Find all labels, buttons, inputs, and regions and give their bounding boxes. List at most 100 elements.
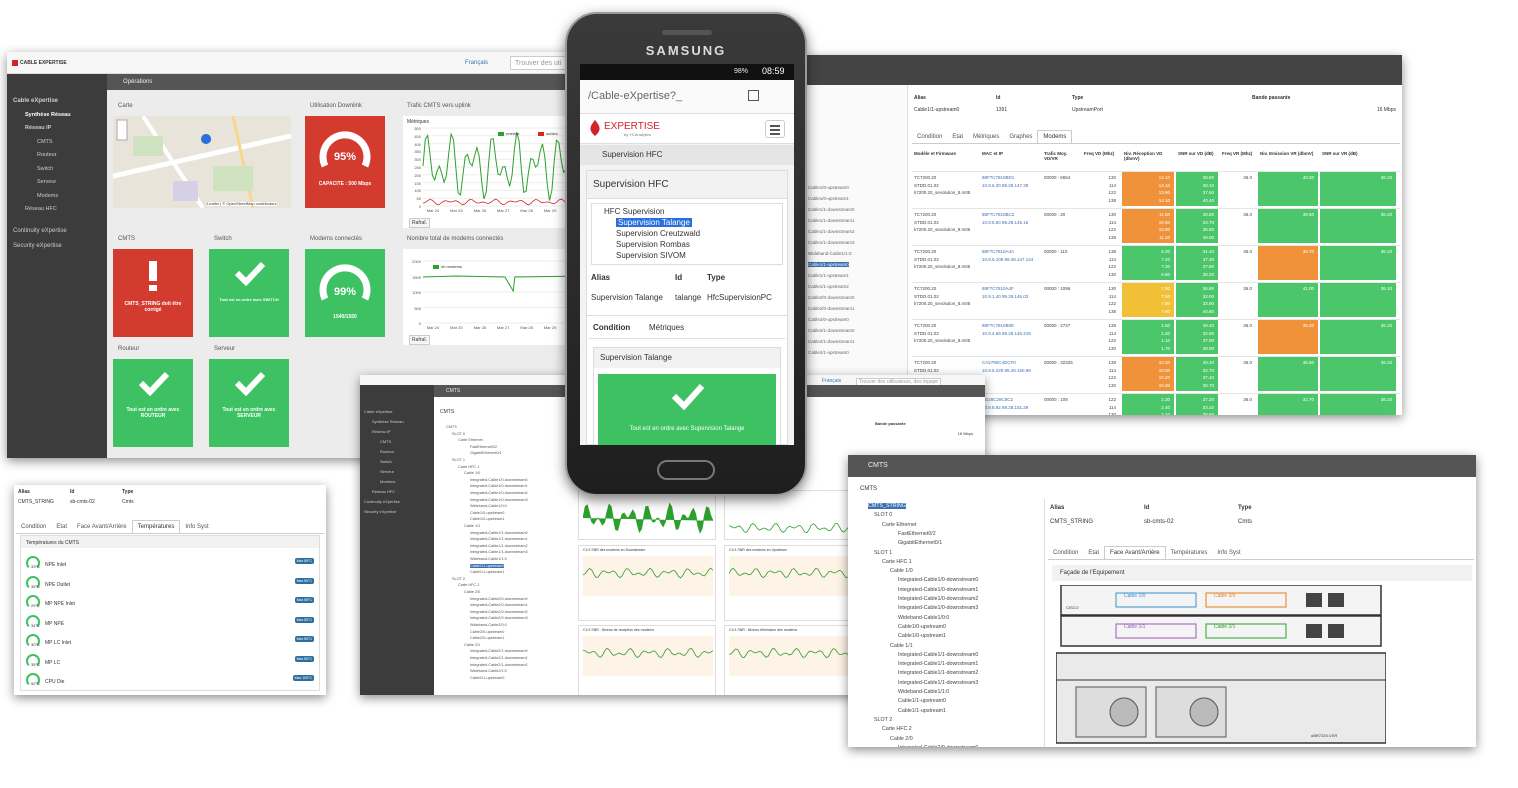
tree-item[interactable]: Cable 1/0 (464, 471, 481, 476)
tree-item[interactable]: Integrated-Cable2/0-downstream0 (898, 745, 978, 747)
tree-item[interactable]: Integrated-Cable1/0-downstream1 (470, 484, 528, 489)
tab[interactable]: Graphes (1009, 134, 1033, 140)
tree-item[interactable]: Wideband-Cable1/0:0 (470, 504, 507, 509)
tree-item[interactable]: FastEthernet0/2 (470, 444, 498, 449)
tab[interactable]: Températures (131, 520, 181, 533)
tree-item[interactable]: Cable1/1-upstream1 (808, 273, 849, 278)
tree-item[interactable]: SLOT 2 (452, 576, 466, 581)
tree-item[interactable]: Cable1/1-downstream0 (808, 207, 855, 212)
tree-item[interactable]: Cable1/0-upstream0 (470, 510, 505, 515)
tree-item[interactable]: Cable1/0-upstream1 (808, 196, 849, 201)
tree-item[interactable]: SLOT 1 (874, 549, 893, 556)
tree-item[interactable]: Integrated-Cable2/1-downstream1 (470, 656, 528, 660)
menu-item[interactable]: Cable eXpertise (364, 409, 393, 414)
tree-item[interactable]: Cable 2/0 (464, 590, 481, 594)
tree-item[interactable]: Wideband-Cable2/1:0 (470, 669, 507, 674)
tree-item[interactable]: GigabitEthernet0/1 (470, 451, 502, 456)
menu-item[interactable]: Réseau IP (25, 125, 52, 131)
tree-item[interactable]: Carte HFC 1 (882, 558, 912, 565)
tab[interactable]: Face Avant/Arrière (1104, 546, 1166, 559)
tree-item[interactable]: Cable1/1-upstream0 (898, 698, 946, 705)
language[interactable]: Français (822, 378, 842, 384)
tree-item[interactable]: Integrated-Cable1/1-downstream2 (470, 543, 528, 548)
refresh-button[interactable]: Rafraî. (409, 335, 431, 345)
tree-item[interactable]: GigabitEthernet0/1 (898, 540, 943, 547)
tree-item[interactable]: Cable2/1-downstream0 (808, 328, 855, 333)
tab[interactable]: Info Syst (1217, 550, 1241, 556)
tab[interactable]: Face Avant/Arrière (77, 524, 127, 530)
tree-item[interactable]: Carte HFC 1 (458, 464, 480, 469)
tree-item[interactable]: Integrated-Cable2/0-downstream0 (470, 596, 528, 601)
tree-item[interactable]: Cable2/0-upstream0 (808, 317, 849, 322)
menu-item[interactable]: Switch (380, 459, 392, 464)
tree-item[interactable]: Wideband-Cable1/1:0 (808, 251, 852, 256)
tree-item[interactable]: Cable 2/0 (890, 735, 913, 742)
tree-item[interactable]: Integrated-Cable1/1-downstream0 (470, 530, 528, 535)
tree-item[interactable]: Cable1/1-downstream2 (808, 229, 855, 234)
tree-item[interactable]: Carte HFC 2 (458, 583, 480, 588)
tree-item[interactable]: Supervision Creutzwald (616, 229, 701, 238)
menu-item[interactable]: Synthèse Réseau (372, 419, 404, 424)
menu-item[interactable]: Cable eXpertise (13, 98, 59, 104)
tree-item[interactable]: SLOT 1 (452, 458, 466, 462)
tree-item[interactable]: Cable 1/1 (890, 642, 913, 649)
tree-item[interactable]: Integrated-Cable1/1-downstream3 (898, 679, 979, 686)
tree-item[interactable]: Integrated-Cable1/1-downstream3 (470, 550, 528, 555)
tree-item[interactable]: SLOT 2 (874, 716, 893, 723)
menu-item[interactable]: Modems (37, 192, 59, 199)
tree-item[interactable]: Integrated-Cable2/0-downstream1 (470, 603, 528, 608)
tab[interactable]: Métriques (973, 134, 1000, 140)
menu-item[interactable]: Security eXpertise (364, 509, 397, 514)
tab[interactable]: Condition (1053, 550, 1079, 556)
tree-item[interactable]: Integrated-Cable1/0-downstream1 (898, 586, 979, 593)
tree-item[interactable]: Cable2/0-downstream1 (808, 306, 855, 311)
menu-item[interactable]: Réseau HFC (372, 489, 396, 494)
tree-item[interactable]: CMTS (446, 425, 457, 429)
tree-item[interactable]: Integrated-Cable2/0-downstream3 (470, 616, 528, 621)
tree-item[interactable]: Integrated-Cable1/0-downstream3 (898, 605, 979, 612)
tree-item[interactable]: Integrated-Cable2/1-downstream0 (470, 649, 528, 654)
tree-item[interactable]: Cable1/0-upstream0 (808, 185, 849, 190)
menu-item[interactable]: Routeur (380, 449, 395, 454)
tree-item[interactable]: Cable1/1-downstream3 (808, 240, 855, 245)
menu-item[interactable]: Continuity eXpertise (13, 228, 67, 234)
menu-item[interactable]: CMTS (37, 138, 53, 145)
menu-item[interactable]: CMTS (380, 439, 392, 444)
menu-item[interactable]: Synthèse Réseau (25, 111, 71, 118)
tree-root[interactable]: HFC Supervision (604, 207, 665, 216)
tree-item[interactable]: Cable 2/1 (464, 642, 481, 647)
tree-item[interactable]: Cable2/1-downstream1 (808, 339, 855, 344)
tree-item[interactable]: Integrated-Cable1/0-downstream2 (470, 491, 528, 495)
tree-item[interactable]: FastEthernet0/2 (898, 530, 936, 537)
tree-item[interactable]: Integrated-Cable1/1-downstream1 (470, 537, 528, 542)
tree-item[interactable]: Cable1/0-upstream1 (470, 517, 505, 522)
tab[interactable]: Condition (593, 323, 631, 332)
tree-item[interactable]: Cable1/0-upstream0 (898, 623, 946, 630)
tree-item[interactable]: Wideband-Cable1/0:0 (898, 614, 950, 621)
tree-item[interactable]: Integrated-Cable1/1-downstream1 (898, 661, 979, 668)
menu-item[interactable]: Réseau IP (372, 429, 391, 434)
menu-item[interactable]: Réseau HFC (25, 206, 57, 212)
tree-item[interactable]: Supervision SIVOM (616, 251, 686, 260)
tree-item[interactable]: Cable2/1-upstream0 (808, 350, 849, 355)
tree-item[interactable]: Integrated-Cable1/1-downstream2 (898, 670, 979, 677)
map[interactable] (113, 116, 291, 208)
tree-item[interactable]: Integrated-Cable2/0-downstream2 (470, 609, 528, 614)
tree-item[interactable]: Cable2/1-upstream0 (470, 675, 505, 680)
tab[interactable]: Info Syst (185, 524, 209, 530)
tab[interactable]: Modems (1037, 130, 1073, 143)
tree-item[interactable]: Cable1/1-upstream1 (470, 570, 505, 575)
tree-item[interactable]: Wideband-Cable2/0:0 (470, 623, 507, 627)
tree-item[interactable]: Cable1/1-upstream2 (808, 284, 849, 289)
language[interactable]: Français (465, 60, 489, 66)
refresh-button[interactable]: Rafraî. (409, 218, 431, 228)
home-button[interactable] (657, 460, 715, 480)
tree-item[interactable]: Integrated-Cable1/0-downstream2 (898, 596, 979, 602)
tree-item[interactable]: Supervision Rombas (616, 240, 690, 249)
tree-item[interactable]: Integrated-Cable1/1-downstream0 (898, 651, 979, 658)
tree-item[interactable]: Cable2/0-downstream0 (808, 295, 855, 300)
tab[interactable]: Condition (917, 134, 943, 140)
tab[interactable]: Températures (1170, 550, 1208, 556)
url[interactable]: /Cable-eXpertise?_ (588, 90, 683, 102)
tree-item[interactable]: Cable2/0-upstream1 (470, 636, 505, 641)
